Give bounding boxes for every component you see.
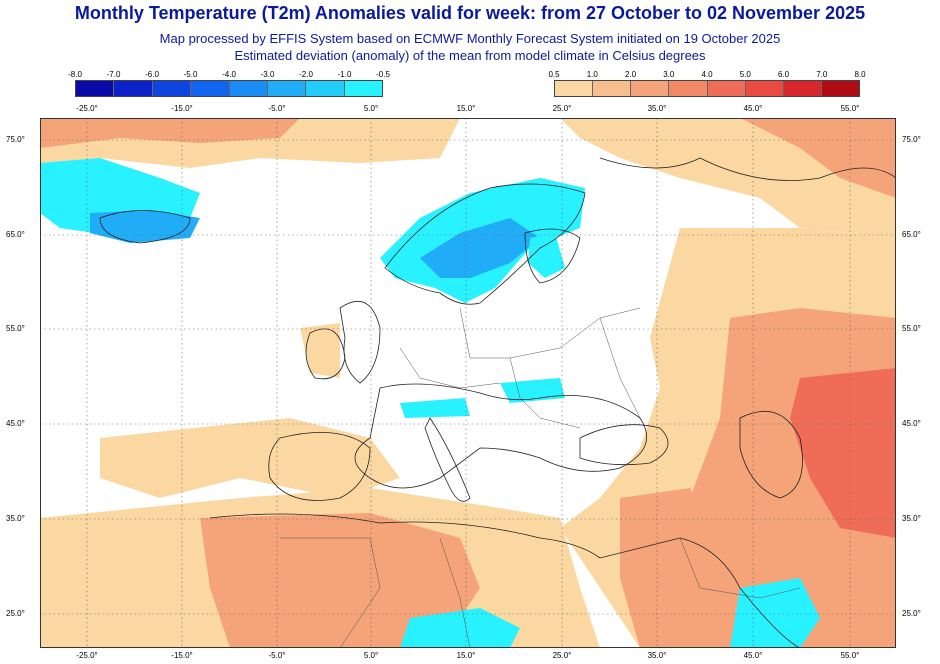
legend-swatch (344, 81, 382, 96)
warm-area-ireland (300, 323, 340, 378)
warm-area-greenland-sea (40, 118, 300, 148)
legend-label: 4.0 (701, 70, 713, 79)
cold-anomaly-areas (40, 158, 820, 648)
longitude-label: 25.0° (552, 104, 572, 113)
latitude-label: 75.0° (902, 135, 921, 144)
legend-swatch (306, 81, 345, 96)
longitude-label: 45.0° (743, 651, 763, 660)
latitude-label: 75.0° (6, 135, 25, 144)
longitude-label: -5.0° (268, 651, 286, 660)
legend-swatch (229, 81, 268, 96)
legend-label: 5.0 (739, 70, 751, 79)
latitude-label: 65.0° (902, 230, 921, 239)
latitude-label: 35.0° (6, 514, 25, 523)
longitude-label: 5.0° (363, 104, 379, 113)
coast-italy (424, 417, 471, 502)
legend-swatch (593, 81, 632, 96)
legend-label: 0.5 (548, 70, 560, 79)
legend-swatch (631, 81, 670, 96)
latitude-label: 45.0° (6, 419, 25, 428)
country-borders (280, 307, 801, 648)
coast-arctic (599, 157, 896, 181)
legend-label: 6.0 (777, 70, 790, 79)
cold-area-libya (400, 608, 520, 648)
legend-label: -8.0 (68, 70, 82, 79)
latitude-label: 25.0° (902, 609, 921, 618)
longitude-label: 35.0° (647, 651, 667, 660)
map-subtitle-units: Estimated deviation (anomaly) of the mea… (234, 48, 706, 63)
warm-anomaly-areas (40, 118, 896, 648)
legend-warm-scale (554, 80, 860, 97)
anomaly-map (40, 118, 896, 648)
legend-label: -6.0 (145, 70, 159, 79)
graticule (40, 118, 896, 648)
latitude-label: 45.0° (902, 419, 921, 428)
longitude-label: 35.0° (647, 104, 667, 113)
longitude-label: -15.0° (171, 104, 193, 113)
legend-label: 7.0 (816, 70, 828, 79)
longitude-label: 5.0° (363, 651, 379, 660)
coast-iberia (268, 432, 371, 501)
longitude-label: 55.0° (840, 104, 860, 113)
legend-cold-scale (75, 80, 383, 97)
longitude-label: 45.0° (743, 104, 763, 113)
longitude-label: -15.0° (171, 651, 193, 660)
legend-swatch (669, 81, 708, 96)
legend-swatch (783, 81, 822, 96)
longitude-label: 15.0° (456, 104, 476, 113)
legend-swatch (707, 81, 746, 96)
legend-label: -3.0 (260, 70, 275, 79)
latitude-label: 25.0° (6, 609, 25, 618)
coast-finland (524, 228, 581, 284)
legend-swatch (152, 81, 192, 96)
cold-area-arabia (730, 578, 820, 648)
legend-swatch (745, 81, 784, 96)
coast-north-africa (209, 513, 801, 648)
coast-great-britain (339, 300, 381, 384)
longitude-label: -25.0° (76, 104, 98, 113)
longitude-label: -25.0° (76, 651, 98, 660)
legend-swatch (821, 81, 859, 96)
warm-area-kara-sea (740, 118, 896, 198)
longitude-label: 15.0° (456, 651, 476, 660)
legend-swatch (555, 81, 594, 96)
latitude-label: 35.0° (902, 514, 921, 523)
warm-area-iberia (100, 418, 400, 498)
legend-swatch (114, 81, 153, 96)
coastlines (99, 157, 896, 648)
legend-swatch (191, 81, 230, 96)
legend-label: -7.0 (106, 70, 121, 79)
map-title: Monthly Temperature (T2m) Anomalies vali… (74, 3, 866, 23)
legend-label: -4.0 (222, 70, 236, 79)
legend-swatch (76, 81, 115, 96)
latitude-label: 55.0° (6, 324, 25, 333)
legend-label: -2.0 (299, 70, 313, 79)
legend-label: -5.0 (183, 70, 198, 79)
coast-continental-europe (354, 383, 648, 489)
longitude-label: 25.0° (552, 651, 572, 660)
warm-area-caspian-strong (790, 368, 896, 538)
coast-caspian-sea (739, 410, 803, 499)
longitude-label: 55.0° (840, 651, 860, 660)
coast-scandinavia (384, 183, 586, 305)
legend-swatch (267, 81, 307, 96)
latitude-label: 55.0° (902, 324, 921, 333)
cold-area-scandinavia-core (420, 218, 540, 278)
legend-label: 3.0 (663, 70, 675, 79)
cold-area-finland (528, 233, 565, 278)
map-frame (40, 118, 896, 648)
legend-label: 1.0 (586, 70, 598, 79)
longitude-label: -5.0° (268, 104, 286, 113)
coast-ireland (305, 328, 346, 380)
cold-area-alps (400, 398, 470, 418)
latitude-label: 65.0° (6, 230, 25, 239)
legend-label: 8.0 (854, 70, 866, 79)
legend-label: -0.5 (376, 70, 390, 79)
map-subtitle-source: Map processed by EFFIS System based on E… (159, 31, 781, 46)
legend-label: 2.0 (624, 70, 637, 79)
warm-area-middle-east (620, 488, 740, 648)
legend-label: -1.0 (337, 70, 352, 79)
coast-black-sea (579, 424, 669, 466)
